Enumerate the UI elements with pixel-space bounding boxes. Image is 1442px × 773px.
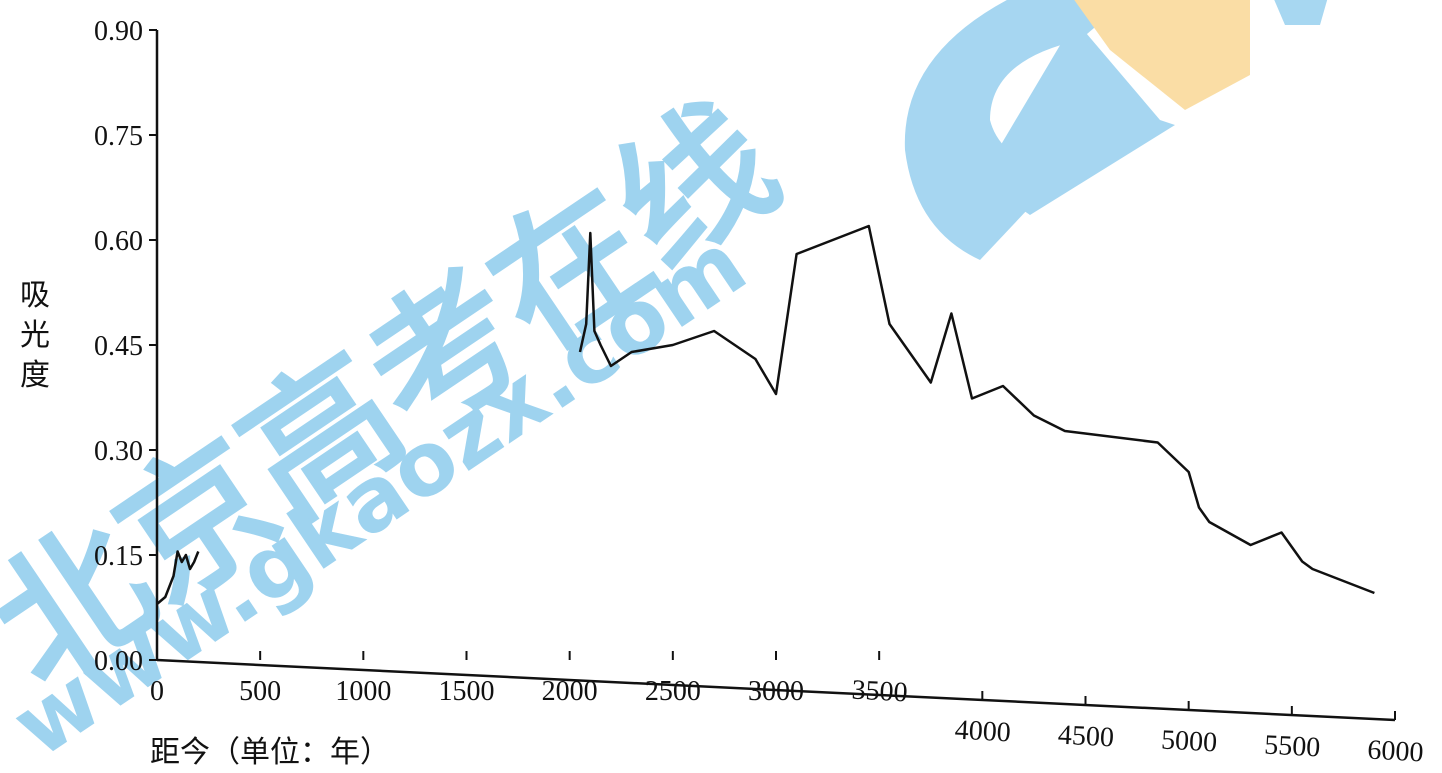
y-axis-title-char: 吸 (20, 278, 50, 313)
x-tick-label: 6000 (1367, 735, 1425, 769)
y-axis-title-char: 度 (20, 358, 50, 393)
y-tick-label: 0.90 (94, 16, 143, 47)
y-tick-label: 0.15 (94, 541, 143, 572)
y-axis-title: 吸光度 (20, 278, 50, 393)
x-tick-label: 1500 (439, 676, 495, 707)
x-tick-label: 2000 (542, 676, 598, 707)
series-line (156, 550, 200, 605)
x-tick-label: 500 (239, 676, 281, 707)
watermark-logo (904, 0, 1328, 260)
series-line (578, 224, 1375, 595)
y-tick-label: 0.30 (94, 436, 143, 467)
x-tick-label: 4500 (1057, 720, 1115, 754)
y-ticks: 0.00 0.15 0.30 0.45 0.60 0.75 0.90 (94, 16, 157, 677)
x-ticks: 0 500 1000 1500 2000 2500 3000 3500 4000 4500 5000… (150, 651, 1424, 768)
y-tick-label: 0.60 (94, 226, 143, 257)
x-tick-label: 5000 (1160, 725, 1218, 759)
x-tick-label: 4000 (954, 715, 1012, 749)
y-tick-label: 0.45 (94, 331, 143, 362)
series-group (156, 224, 1375, 605)
x-tick-label: 5500 (1264, 730, 1322, 764)
x-tick-label: 1000 (335, 676, 391, 707)
y-tick-label: 0.00 (94, 646, 143, 677)
x-tick-label: 0 (150, 676, 164, 707)
x-tick-label: 3500 (851, 675, 909, 709)
x-tick-label: 2500 (645, 676, 701, 707)
x-axis-title: 距今（单位：年） (150, 735, 390, 770)
y-tick-label: 0.75 (94, 121, 143, 152)
y-axis-title-char: 光 (20, 318, 50, 353)
x-tick-label: 3000 (748, 676, 804, 707)
